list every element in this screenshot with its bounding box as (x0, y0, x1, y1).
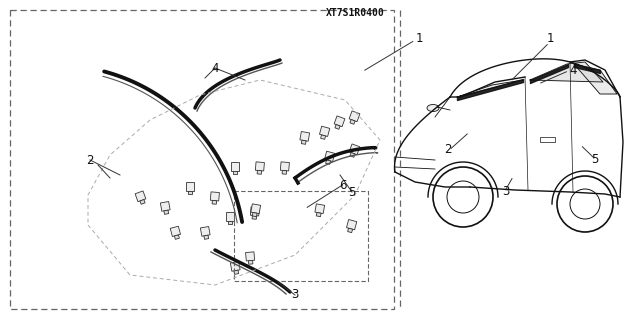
Polygon shape (316, 212, 321, 217)
Text: 4: 4 (211, 62, 219, 75)
Polygon shape (252, 212, 257, 217)
Polygon shape (186, 182, 194, 190)
Polygon shape (233, 171, 237, 174)
Polygon shape (248, 260, 253, 264)
Polygon shape (315, 204, 324, 214)
Polygon shape (530, 62, 603, 82)
Polygon shape (164, 210, 169, 214)
Text: 3: 3 (502, 185, 509, 198)
Polygon shape (170, 226, 180, 236)
Polygon shape (324, 151, 335, 161)
Polygon shape (335, 124, 340, 129)
Bar (234, 191, 368, 281)
Polygon shape (301, 140, 306, 144)
Polygon shape (349, 144, 360, 155)
Text: 2: 2 (444, 144, 452, 156)
Polygon shape (252, 215, 257, 219)
Polygon shape (188, 190, 192, 194)
Polygon shape (349, 111, 360, 122)
Polygon shape (212, 200, 216, 204)
Polygon shape (231, 162, 239, 171)
Text: 1: 1 (547, 32, 554, 45)
Polygon shape (321, 135, 326, 139)
Polygon shape (282, 170, 287, 174)
Polygon shape (250, 207, 259, 216)
Polygon shape (326, 160, 331, 164)
Polygon shape (228, 221, 232, 224)
Polygon shape (175, 235, 179, 239)
Polygon shape (255, 162, 264, 171)
Ellipse shape (427, 105, 439, 112)
Text: 6: 6 (339, 179, 346, 191)
Polygon shape (300, 131, 310, 141)
Text: 3: 3 (291, 288, 299, 301)
Text: 4: 4 (569, 64, 577, 77)
Polygon shape (280, 162, 289, 171)
Text: 2: 2 (86, 153, 93, 167)
Polygon shape (346, 219, 356, 230)
Polygon shape (251, 204, 260, 214)
Text: XT7S1R0400: XT7S1R0400 (326, 8, 385, 18)
Bar (10, 10, 394, 309)
Polygon shape (204, 235, 209, 239)
Polygon shape (230, 262, 240, 271)
Polygon shape (348, 228, 353, 233)
Polygon shape (161, 202, 170, 211)
Polygon shape (200, 226, 210, 236)
Polygon shape (135, 191, 146, 202)
Polygon shape (350, 120, 355, 124)
Polygon shape (140, 200, 145, 204)
Polygon shape (257, 170, 262, 174)
Polygon shape (574, 64, 617, 94)
Polygon shape (350, 152, 355, 157)
Text: 5: 5 (591, 153, 599, 166)
Text: 1: 1 (415, 32, 423, 45)
Polygon shape (319, 126, 330, 137)
Polygon shape (334, 116, 345, 127)
Polygon shape (457, 80, 523, 97)
Bar (540, 137, 555, 142)
Polygon shape (226, 212, 234, 221)
Polygon shape (211, 192, 220, 201)
Polygon shape (246, 252, 255, 261)
Text: 5: 5 (348, 186, 356, 198)
Polygon shape (234, 270, 239, 274)
